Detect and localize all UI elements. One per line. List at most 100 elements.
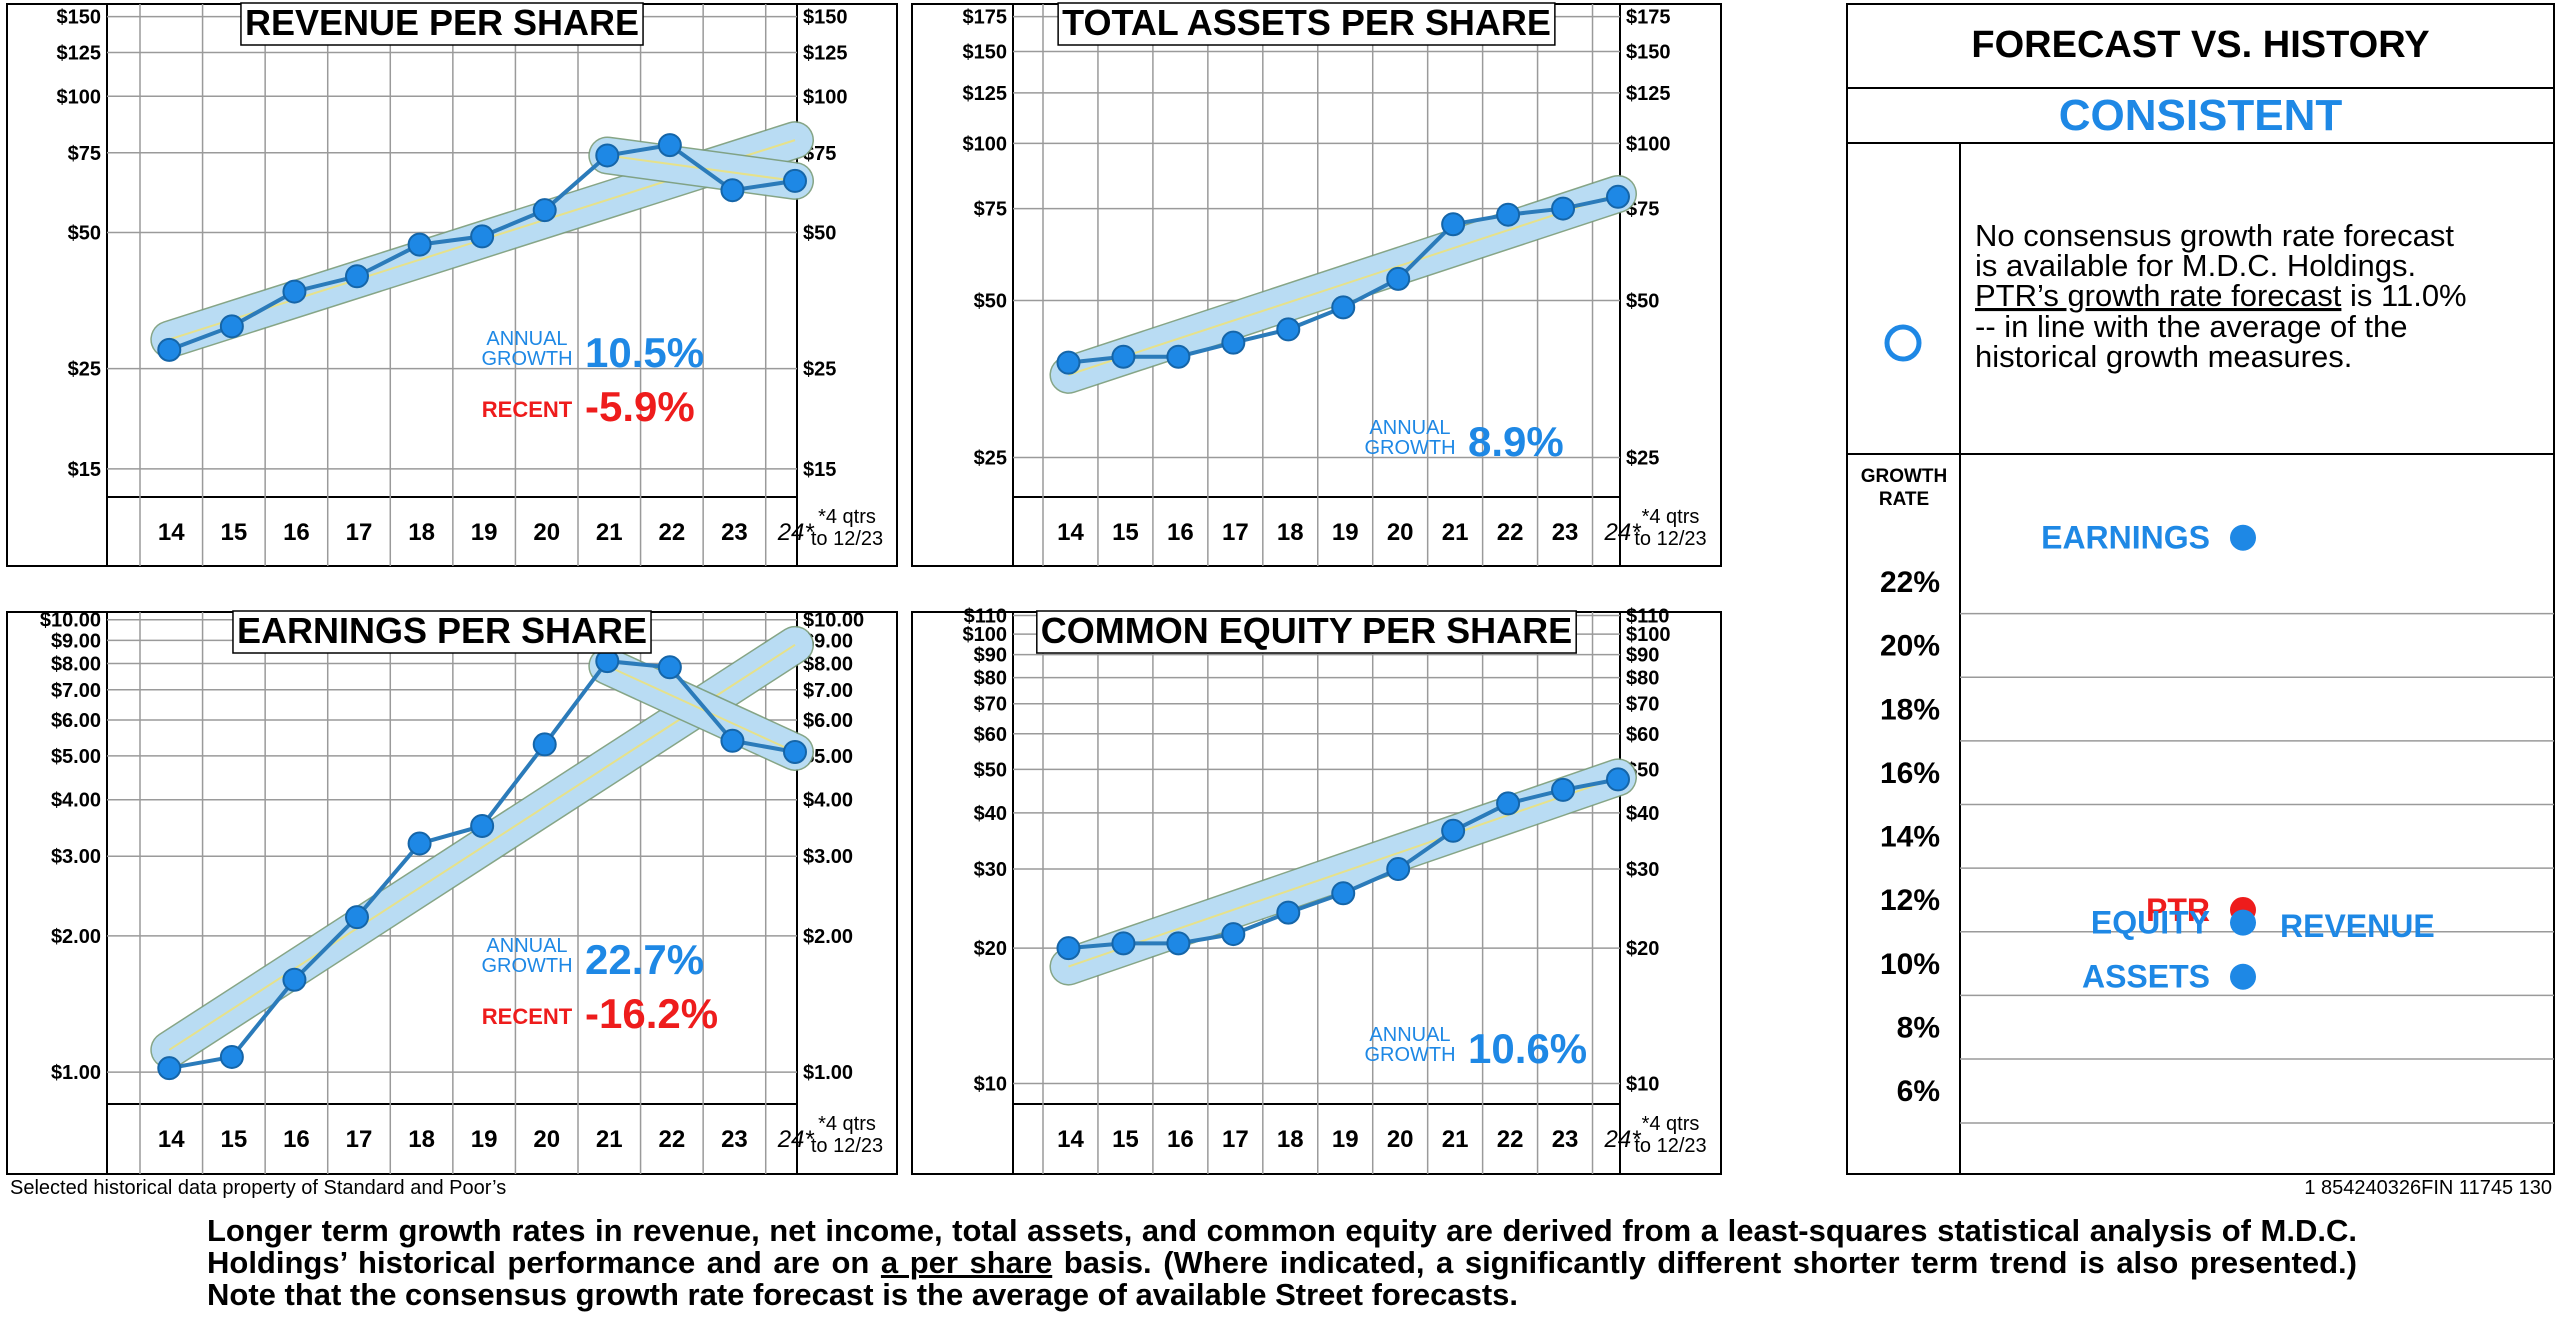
y-tick-label-right: $30 (1626, 859, 1659, 881)
data-point (1331, 295, 1356, 320)
consistent-indicator-icon (1884, 324, 1922, 362)
data-point (282, 967, 307, 992)
x-tick-label: 24* (777, 1126, 815, 1153)
recent-trend-line (606, 665, 796, 753)
chart-title: TOTAL ASSETS PER SHARE (1062, 2, 1551, 43)
y-tick-label-right: $150 (1626, 42, 1671, 64)
x-tick-label: 22 (659, 519, 686, 546)
forecast-point-label: REVENUE (2280, 908, 2435, 944)
data-point (1111, 344, 1136, 369)
forecast-title: FORECAST VS. HISTORY (1971, 24, 2429, 66)
data-point (1331, 881, 1356, 906)
forecast-y-tick-label: 6% (1897, 1075, 1940, 1108)
data-point (470, 813, 495, 838)
y-tick-label-left: $150 (57, 7, 102, 29)
x-tick-label: 20 (1387, 1126, 1414, 1153)
data-point (532, 732, 557, 757)
x-tick-label: 15 (221, 519, 248, 546)
data-point (595, 143, 620, 168)
chart-assets: $175 $175 $150 $150 $125 $125 $100 $100 $75 $75 $5… (911, 2, 1722, 567)
data-point (720, 728, 745, 753)
recent-value: -5.9% (585, 383, 695, 430)
chart-earnings: $10.00 $10.00$9.00 $9.00$8.00 $8.00$7.00 $7.… (6, 610, 898, 1175)
data-point (1606, 184, 1630, 209)
y-tick-label-left: $125 (963, 83, 1008, 105)
y-tick-label-left: $100 (57, 86, 102, 108)
data-point (219, 314, 244, 339)
y-tick-label-right: $100 (1626, 133, 1671, 155)
y-tick-label-right: $15 (803, 459, 836, 481)
source-note: Selected historical data property of Sta… (10, 1177, 507, 1199)
data-point (1606, 767, 1630, 792)
x-tick-label: 24* (1604, 519, 1642, 546)
growth-label: GROWTH (1364, 437, 1455, 459)
data-point (1166, 344, 1191, 369)
data-point (1056, 936, 1081, 961)
x-tick-label: 16 (283, 1126, 310, 1153)
y-tick-label-right: $100 (803, 86, 848, 108)
y-tick-label-left: $50 (974, 290, 1007, 312)
y-tick-label-right: $125 (803, 42, 848, 64)
chart-title: REVENUE PER SHARE (245, 2, 639, 43)
data-point (720, 178, 745, 203)
data-point (1221, 330, 1246, 355)
y-tick-label-right: $4.00 (803, 790, 853, 812)
y-tick-label-left: $10 (974, 1073, 1007, 1095)
y-tick-label-right: $25 (803, 359, 836, 381)
y-tick-label-left: $50 (68, 222, 101, 244)
x-axis-note: to 12/23 (1634, 528, 1706, 550)
recent-value: -16.2% (585, 990, 718, 1037)
forecast-point-label: EQUITY (2091, 905, 2210, 941)
y-tick-label-left: $100 (963, 624, 1008, 646)
data-point (345, 905, 369, 930)
data-point (282, 279, 307, 304)
chart-frame (6, 611, 898, 1175)
y-tick-label-right: $75 (1626, 199, 1659, 221)
data-point (1221, 922, 1246, 947)
chart-title-box (1036, 610, 1577, 654)
x-tick-label: 21 (1442, 1126, 1469, 1153)
data-point (1056, 350, 1081, 375)
chart-frame (6, 3, 898, 567)
x-tick-label: 14 (1057, 1126, 1084, 1153)
data-point (157, 1056, 182, 1081)
y-tick-label-right: $5.00 (803, 746, 853, 768)
growth-value: 22.7% (585, 936, 704, 983)
footer-text: Longer term growth rates in revenue, net… (207, 1215, 2357, 1311)
growth-label: ANNUAL (486, 935, 567, 957)
data-point (407, 831, 432, 856)
y-tick-label-right: $150 (803, 7, 848, 29)
y-tick-label-right: $20 (1626, 938, 1659, 960)
data-point (157, 337, 182, 362)
x-tick-label: 18 (1277, 519, 1304, 546)
chart-equity: $110 $110$100 $100$90 $90$80 $80$70 $70$60 $60… (911, 606, 1722, 1175)
y-tick-label-right: $2.00 (803, 926, 853, 948)
x-tick-label: 22 (1497, 519, 1524, 546)
x-tick-label: 24* (1604, 1126, 1642, 1153)
chart-forecast: FORECAST VS. HISTORY CONSISTENT No consens… (1846, 3, 2555, 1175)
x-tick-label: 21 (1442, 519, 1469, 546)
y-tick-label-left: $125 (57, 42, 102, 64)
forecast-y-tick-label: 10% (1880, 948, 1940, 981)
forecast-point (2230, 524, 2256, 551)
y-tick-label-left: $25 (68, 359, 101, 381)
data-point (1111, 931, 1136, 956)
data-point (470, 224, 495, 249)
x-tick-label: 16 (1167, 1126, 1194, 1153)
x-tick-label: 18 (408, 519, 435, 546)
y-tick-label-right: $60 (1626, 724, 1659, 746)
data-point (1441, 212, 1466, 237)
x-tick-label: 23 (1552, 519, 1579, 546)
x-tick-label: 21 (596, 519, 623, 546)
x-axis-note: *4 qtrs (1642, 1113, 1700, 1135)
data-point (1551, 777, 1576, 802)
x-tick-label: 19 (471, 1126, 498, 1153)
y-tick-label-right: $175 (1626, 7, 1671, 29)
y-tick-label-left: $10.00 (40, 610, 101, 632)
data-point (1496, 202, 1521, 227)
y-tick-label-left: $25 (974, 447, 1007, 469)
growth-rate-axis-label: GROWTH (1861, 466, 1948, 487)
x-tick-label: 18 (1277, 1126, 1304, 1153)
x-tick-label: 24* (777, 519, 815, 546)
